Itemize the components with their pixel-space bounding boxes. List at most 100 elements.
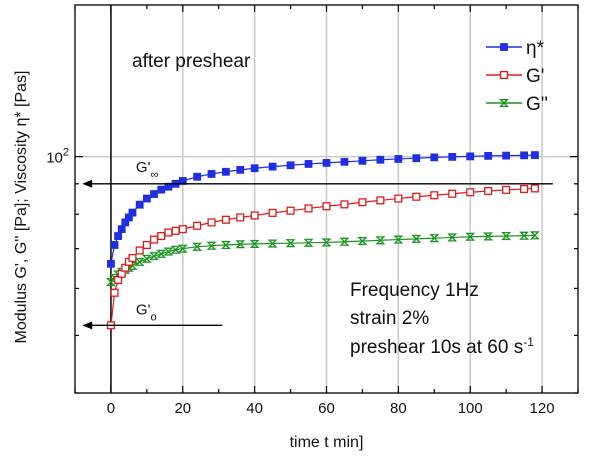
data-point-eta (157, 185, 166, 194)
data-point-gdouble (220, 240, 231, 250)
legend-label-eta: η* (526, 38, 545, 59)
data-point-gprime (250, 211, 259, 220)
data-point-gdouble (483, 232, 494, 241)
data-point-gdouble (267, 239, 278, 248)
data-point-gprime (520, 184, 529, 194)
x-tick-label: 100 (458, 400, 483, 417)
data-point-gprime (530, 184, 539, 193)
x-tick-label: 40 (246, 400, 263, 417)
data-point-gprime (304, 204, 313, 213)
data-point-eta (250, 164, 259, 173)
strain-annotation: strain 2% (350, 308, 429, 329)
data-point-gdouble (249, 239, 260, 248)
data-point-gprime (286, 206, 295, 215)
data-point-eta (520, 151, 529, 160)
data-point-gdouble (447, 233, 458, 242)
data-point-gprime (448, 189, 457, 198)
data-point-gdouble (105, 277, 116, 287)
data-point-gdouble (156, 249, 167, 258)
g-inf-label: G'∞ (136, 159, 158, 181)
data-point-gprime (164, 228, 173, 237)
data-point-gdouble (393, 235, 404, 244)
data-point-gdouble (375, 236, 386, 245)
data-point-eta (150, 190, 158, 198)
data-point-gprime (149, 235, 159, 244)
x-axis-label: time t min] (290, 434, 364, 451)
data-point-gdouble (170, 245, 181, 254)
data-point-gdouble (529, 231, 540, 240)
legend-entry-eta: η* (486, 38, 545, 59)
legend-marker-gprime (499, 70, 509, 80)
x-tick-label: 80 (390, 400, 407, 417)
x-axis: 0 20 40 60 80 100 120 (74, 5, 579, 417)
x-tick-label: 20 (174, 400, 191, 417)
data-point-eta (110, 241, 119, 249)
data-point-eta (107, 259, 115, 268)
data-point-eta (530, 151, 539, 159)
y-axis-label: Modulus G', G'' [Pa]; Viscosity η* [Pas] (13, 71, 30, 344)
data-point-eta (484, 151, 493, 160)
legend-marker-eta (500, 43, 508, 51)
g-inf-arrow-head (82, 179, 93, 188)
data-point-gdouble (285, 239, 296, 248)
legend-entry-gprime: G' (486, 66, 544, 87)
y-axis: 102 (46, 147, 578, 394)
data-point-gprime (236, 213, 245, 222)
data-point-gdouble (235, 240, 246, 249)
g-zero-label: G'o (136, 301, 157, 323)
y-tick-label: 102 (46, 147, 69, 167)
data-point-gdouble (303, 238, 314, 247)
title-annotation: after preshear (132, 51, 251, 72)
data-point-gdouble (465, 232, 476, 241)
data-point-eta (394, 155, 403, 163)
data-point-eta (193, 172, 202, 181)
arrows (82, 179, 553, 330)
data-point-eta (117, 225, 126, 234)
data-point-eta (466, 152, 475, 161)
data-point-gprime (466, 188, 475, 197)
grid (75, 5, 578, 393)
data-point-gdouble (141, 254, 152, 263)
x-tick-label: 60 (318, 400, 335, 417)
frequency-annotation: Frequency 1Hz (350, 280, 479, 301)
data-point-gprime (268, 208, 277, 217)
data-point-gprime (394, 194, 403, 203)
data-point-eta (236, 165, 245, 174)
data-point-gprime (322, 202, 331, 211)
data-point-gprime (157, 232, 166, 241)
data-point-gprime (135, 246, 144, 255)
data-point-eta (376, 155, 385, 164)
data-point-gdouble (357, 236, 368, 246)
data-point-gprime (207, 218, 216, 227)
data-point-eta (448, 152, 457, 161)
data-point-gprime (128, 253, 137, 263)
legend-label-gprime: G' (526, 66, 544, 87)
data-point-gprime (358, 198, 367, 207)
data-point-eta (304, 160, 313, 168)
data-point-gdouble (134, 257, 145, 266)
data-point-eta (207, 170, 216, 178)
data-point-gdouble (177, 244, 188, 253)
data-point-gprime (484, 187, 493, 196)
data-point-eta (135, 200, 144, 209)
data-point-gprime (430, 191, 439, 200)
legend-label-gdouble: G'' (526, 94, 548, 115)
data-point-gdouble (321, 238, 332, 247)
data-point-gdouble (206, 241, 217, 250)
legend: η* G' G'' (486, 38, 548, 115)
data-point-gdouble (192, 242, 203, 251)
data-point-gdouble (501, 232, 512, 241)
legend-marker-gdouble (499, 98, 509, 108)
data-point-eta (358, 156, 367, 165)
data-point-gdouble (339, 237, 350, 246)
data-point-gprime (412, 192, 421, 201)
data-point-gdouble (429, 234, 440, 243)
data-point-gprime (193, 221, 202, 230)
legend-entry-gdouble: G'' (486, 94, 548, 115)
data-point-gdouble (519, 231, 530, 240)
series-layer (105, 151, 540, 330)
g-zero-arrow (82, 321, 223, 330)
data-point-eta (322, 158, 331, 167)
data-point-eta (430, 153, 439, 162)
